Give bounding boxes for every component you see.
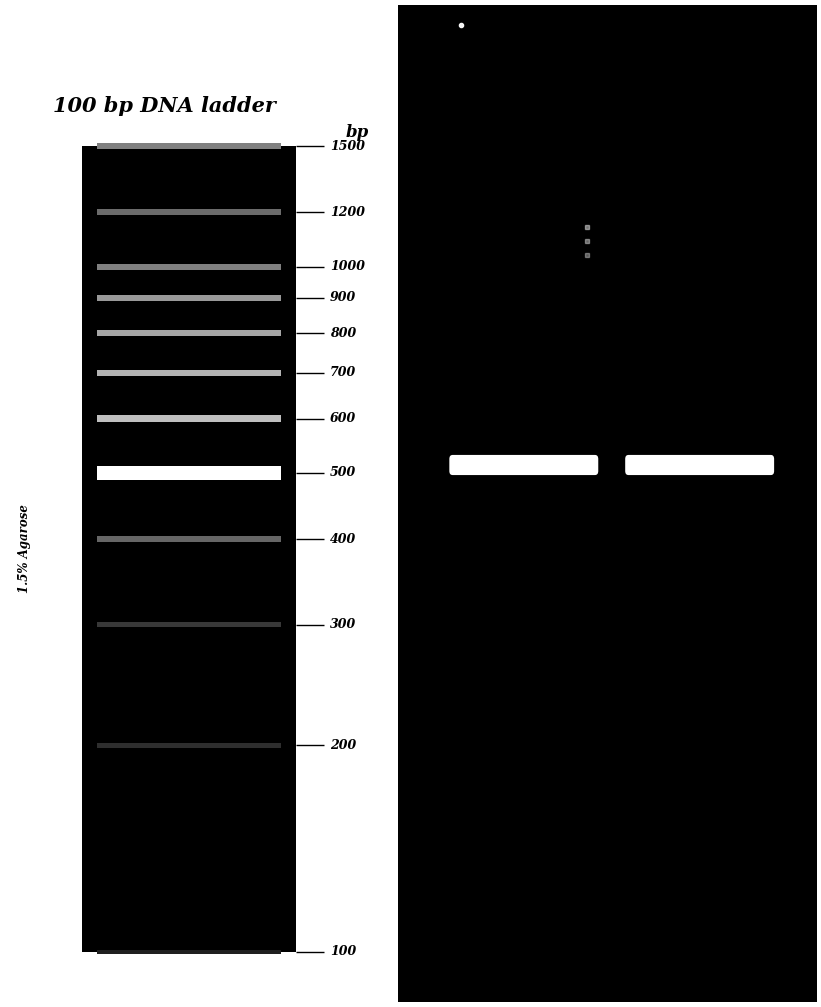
Bar (97, 295, 281, 301)
Bar (97, 209, 281, 215)
Text: 1.5% Agarose: 1.5% Agarose (18, 505, 31, 593)
Text: 800: 800 (330, 326, 356, 339)
FancyBboxPatch shape (626, 455, 774, 475)
Text: 1500: 1500 (330, 140, 365, 152)
Bar (97, 743, 281, 748)
Bar (97, 536, 281, 542)
Bar (97, 143, 281, 149)
Text: 700: 700 (330, 367, 356, 380)
Text: bp: bp (346, 124, 369, 141)
Text: 300: 300 (330, 618, 356, 631)
Text: 500: 500 (330, 466, 356, 479)
Bar (82, 146, 296, 952)
Text: 100: 100 (330, 946, 356, 958)
Bar (398, 5, 817, 1002)
Text: 1200: 1200 (330, 205, 365, 219)
Text: 600: 600 (330, 412, 356, 425)
Text: 100 bp DNA ladder: 100 bp DNA ladder (53, 96, 276, 116)
Text: 400: 400 (330, 533, 356, 546)
Text: 1000: 1000 (330, 260, 365, 273)
Bar (97, 622, 281, 627)
Bar (97, 330, 281, 336)
Bar (97, 950, 281, 954)
Bar (97, 264, 281, 270)
FancyBboxPatch shape (449, 455, 599, 475)
Bar (97, 415, 281, 422)
Bar (97, 370, 281, 376)
Text: 200: 200 (330, 739, 356, 752)
Bar (97, 466, 281, 480)
Text: 900: 900 (330, 291, 356, 304)
